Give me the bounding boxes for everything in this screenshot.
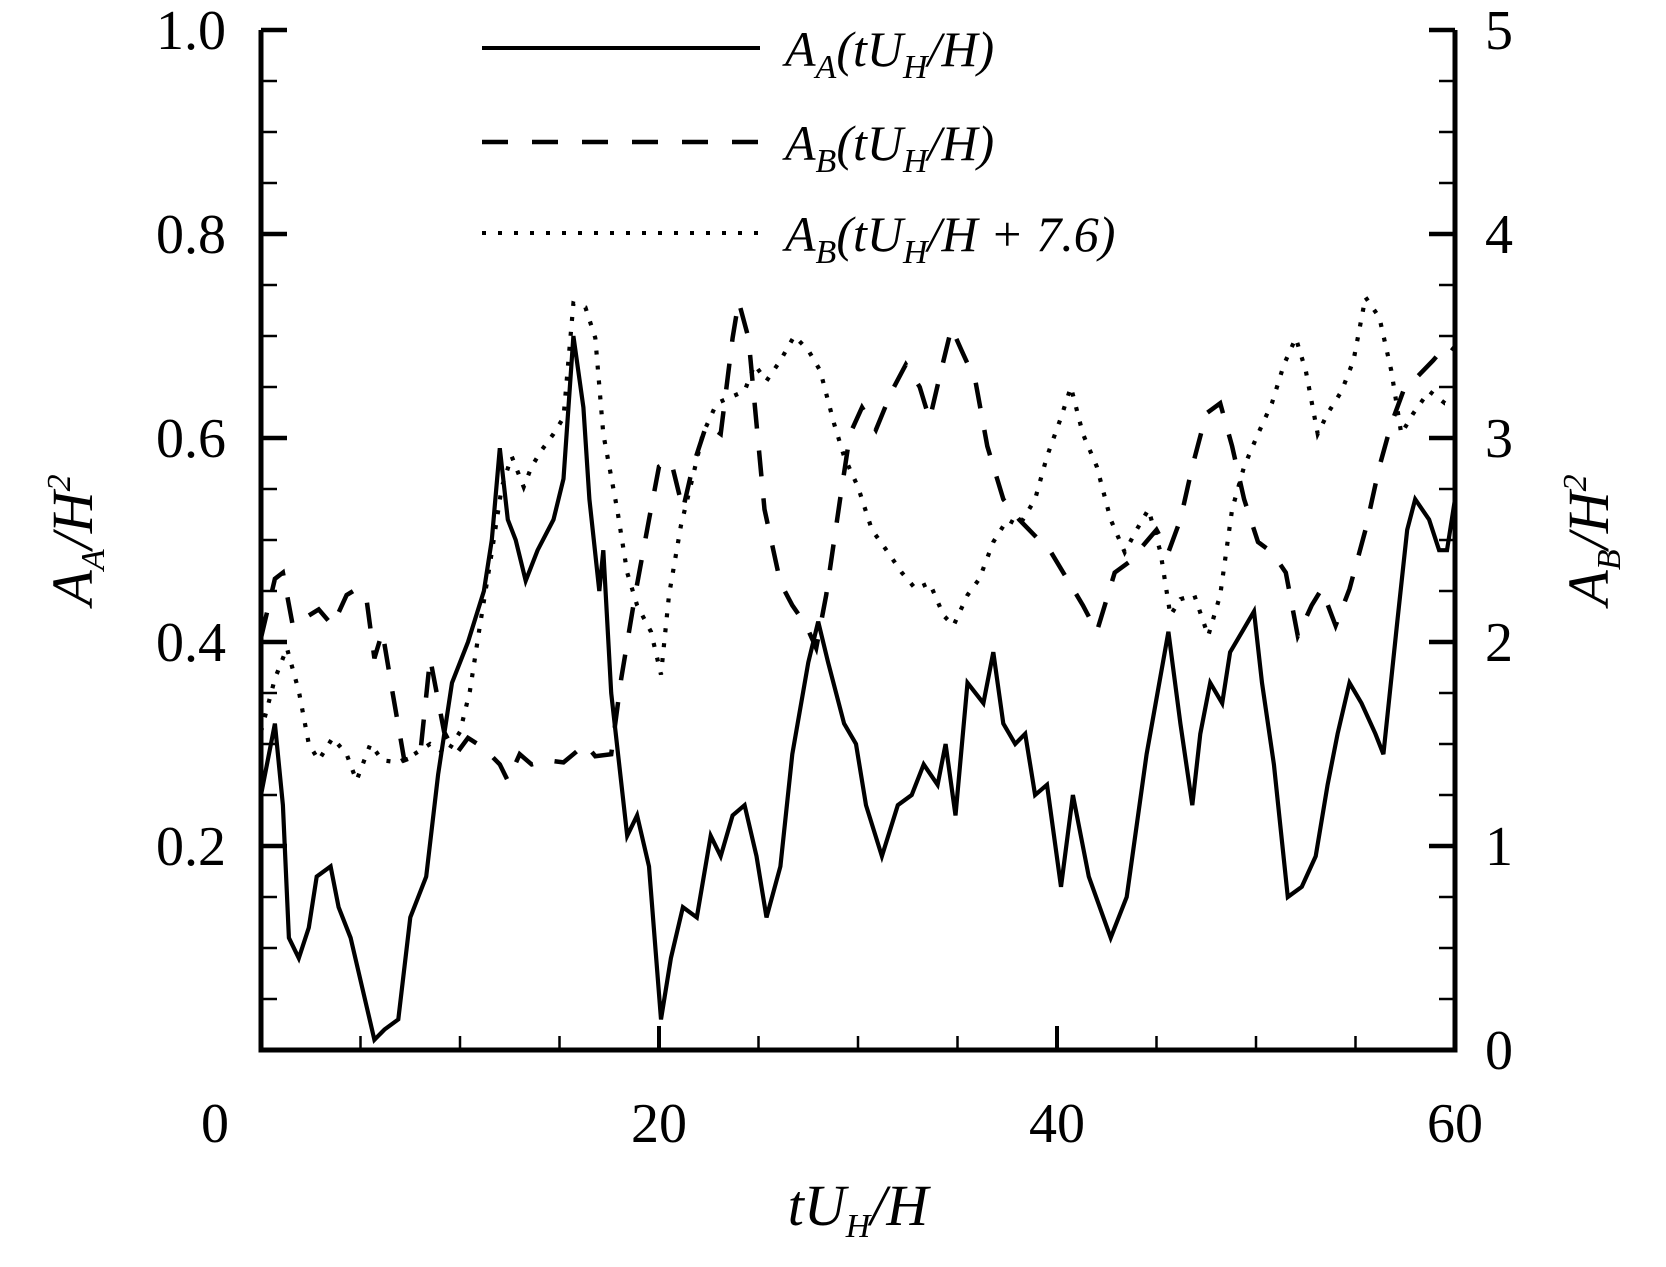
- series-solid-line: [258, 335, 1458, 1044]
- x-tick-label: 20: [631, 1093, 687, 1155]
- y-right-tick-label: 4: [1485, 204, 1513, 266]
- y-right-axis-label: AB/H2: [1556, 474, 1628, 609]
- y-left-tick-label: 0.6: [156, 408, 226, 470]
- series-dashed-line: [258, 300, 1457, 786]
- y-left-tick-label: 0.4: [156, 612, 226, 674]
- plot-axes: [258, 27, 1458, 1053]
- tick-labels: 0 20 40 60 0.2 0.4 0.6 0.8 1.0 0 1 2 3 4 5: [156, 0, 1513, 1155]
- legend-label-ab-shifted: AB(tUH/H + 7.6): [782, 206, 1115, 271]
- series-dotted-line: [258, 291, 1455, 787]
- y-right-tick-label: 0: [1485, 1020, 1513, 1082]
- y-right-tick-label: 2: [1485, 612, 1513, 674]
- y-right-tick-label: 5: [1485, 0, 1513, 62]
- y-left-axis-label: AA/H2: [40, 474, 112, 609]
- y-right-tick-label: 1: [1485, 816, 1513, 878]
- legend: AA(tUH/H) AB(tUH/H) AB(tUH/H + 7.6): [482, 21, 1115, 271]
- plot-series: [258, 291, 1458, 1044]
- y-left-tick-label: 0.8: [156, 204, 226, 266]
- y-left-tick-label: 0.2: [156, 816, 226, 878]
- y-right-tick-label: 3: [1485, 408, 1513, 470]
- x-axis-label: tUH/H: [788, 1173, 932, 1245]
- x-tick-label: 60: [1427, 1093, 1483, 1155]
- x-tick-label: 0: [201, 1093, 229, 1155]
- x-tick-label: 40: [1029, 1093, 1085, 1155]
- axes-frame: [258, 30, 1458, 1053]
- legend-label-aa: AA(tUH/H): [782, 21, 994, 86]
- y-left-tick-label: 1.0: [156, 0, 226, 62]
- legend-label-ab: AB(tUH/H): [782, 115, 994, 180]
